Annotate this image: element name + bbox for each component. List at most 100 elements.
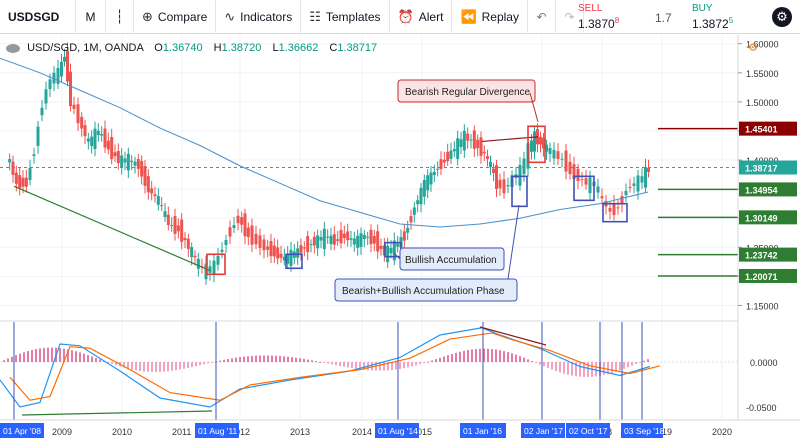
callout-phase-text: Bearish+Bullish Accumulation Phase [342,286,505,297]
candle-body [332,234,336,245]
macd-histogram-bar [67,349,69,362]
macd-histogram-bar [139,362,141,372]
candle-body [193,255,197,258]
macd-histogram-bar [443,356,445,362]
sell-button[interactable]: SELL 1.38708 [578,3,619,31]
macd-histogram-bar [227,359,229,362]
macd-histogram-bar [483,348,485,362]
candle-body [386,245,390,263]
macd-histogram-bar [247,356,249,362]
macd-histogram-bar [79,352,81,362]
settings-gear-icon[interactable]: ⚙ [772,7,792,27]
macd-histogram-bar [267,355,269,362]
candle-body [106,140,110,150]
legend-l-label: L [272,42,279,54]
undo-button[interactable]: ↶ [528,0,556,34]
candle-body [392,240,396,261]
macd-histogram-bar [491,348,493,362]
macd-histogram-bar [127,362,129,369]
interval-button[interactable]: M [76,0,106,34]
macd-histogram-bar [75,351,77,362]
level-price-tag [739,247,797,262]
macd-histogram-bar [71,350,73,362]
macd-histogram-bar [615,362,617,372]
macd-histogram-bar [207,362,209,364]
macd-histogram-bar [479,348,481,362]
candle-body [560,158,564,160]
candle-body [416,200,420,205]
macd-histogram-bar [159,362,161,372]
templates-button[interactable]: ☷ Templates [301,0,390,34]
callout-bearish-box [397,79,536,103]
candle-body [396,243,400,247]
redo-button[interactable]: ↷ [556,0,584,34]
alarm-clock-icon: ⏰ [397,8,414,24]
macd-histogram-bar [567,362,569,375]
candle-body [173,216,177,234]
callout-bullish-text: Bullish Accumulation [405,255,497,266]
indicators-button[interactable]: ∿ Indicators [216,0,302,34]
redo-icon: ↷ [564,9,575,24]
candle-body [469,139,473,141]
buy-button[interactable]: BUY 1.38725 [692,3,733,31]
chart-area[interactable]: Bearish Regular Divergence Bullish Accumu… [0,35,800,442]
candle-body [352,238,356,245]
candle-body [612,203,616,216]
candle-body [86,138,90,142]
legend-l-value: 1.36662 [278,42,319,54]
candle-body [208,266,212,273]
candle-body [495,165,498,189]
macd-histogram-bar [419,362,421,365]
chart-type-button[interactable]: ┆ [106,0,134,34]
chart-settings-icon[interactable]: ⚙ [748,42,758,54]
macd-histogram-bar [59,348,61,362]
macd-histogram-bar [23,352,25,362]
macd-histogram-bar [439,357,441,362]
macd-histogram-bar [359,362,361,370]
candle-body [212,260,216,275]
compare-button[interactable]: ⊕ Compare [134,0,217,34]
candle-body [186,238,190,249]
macd-histogram-bar [459,351,461,362]
candle-body [100,134,104,136]
macd-histogram-bar [527,359,529,362]
candle-body [456,138,460,159]
candle-body [289,249,293,266]
macd-histogram-bar [199,362,201,366]
candle-body [113,152,117,157]
candle-body [436,168,440,170]
candle-body [96,130,100,136]
time-tick-label: 2010 [112,427,132,437]
candle-body [498,179,502,189]
candle-body [369,229,373,245]
macd-histogram-bar [339,362,341,366]
spread-value: 1.7 [655,11,672,25]
macd-divergence-line [479,326,547,346]
candle-body [56,67,60,84]
wave-icon: ∿ [224,8,236,24]
candle-body [299,245,303,253]
candle-body [349,238,353,240]
candle-body [143,166,147,186]
candle-body [130,160,134,162]
level-price-label: 1.38717 [745,164,778,174]
macd-histogram-bar [575,362,577,377]
alert-button[interactable]: ⏰ Alert [390,0,453,34]
macd-histogram-bar [167,362,169,372]
macd-histogram-bar [535,362,537,363]
macd-histogram-bar [343,362,345,367]
macd-histogram-bar [507,352,509,362]
callout-bullish-pointer [393,252,401,260]
candle-body [66,50,69,82]
candle-body [146,176,150,193]
candle-body [640,176,644,183]
macd-histogram-bar [627,362,629,368]
candle-body [36,126,40,146]
symbol-selector[interactable]: USDSGD [0,0,76,34]
macd-histogram-bar [111,362,113,364]
replay-button[interactable]: ⏪ Replay [452,0,528,34]
legend-h-value: 1.38720 [221,42,262,54]
legend-o-label: O [154,42,163,54]
chart-canvas[interactable]: Bearish Regular Divergence Bullish Accumu… [0,35,800,442]
candle-body [48,79,52,90]
